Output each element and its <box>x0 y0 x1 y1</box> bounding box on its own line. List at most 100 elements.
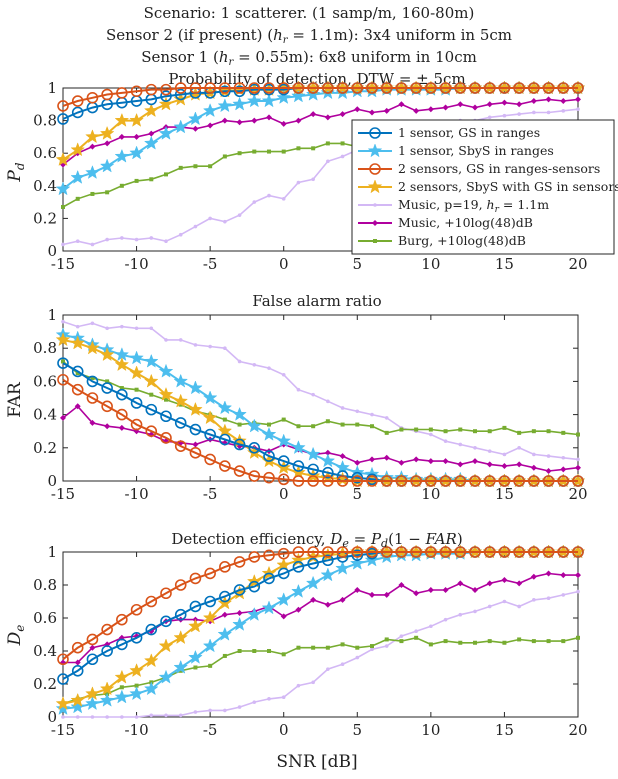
series-line <box>62 378 578 482</box>
data-point <box>458 442 463 447</box>
data-point <box>71 95 84 107</box>
data-point <box>322 475 334 487</box>
data-point <box>204 595 216 608</box>
data-point <box>158 638 174 653</box>
data-point <box>307 546 319 558</box>
series-line <box>62 108 579 246</box>
x-tick-label: -5 <box>203 721 218 739</box>
data-point <box>311 680 315 685</box>
data-point <box>55 181 71 196</box>
data-point <box>395 475 408 487</box>
plot-2-title: False alarm ratio <box>252 292 381 310</box>
data-point <box>263 549 275 562</box>
data-point <box>546 596 551 600</box>
data-point <box>164 713 168 718</box>
data-point <box>427 106 434 113</box>
x-tick-label: -15 <box>51 485 75 503</box>
data-point <box>149 177 154 182</box>
data-point <box>442 586 449 593</box>
data-point <box>248 82 261 94</box>
data-point <box>86 91 99 104</box>
data-point <box>85 686 100 701</box>
data-point <box>267 149 271 154</box>
data-point <box>383 591 390 598</box>
data-point <box>561 455 566 460</box>
data-point <box>322 554 334 567</box>
data-point <box>513 82 525 94</box>
data-point <box>90 191 95 196</box>
series-orange <box>57 373 584 487</box>
data-point <box>398 459 405 466</box>
data-point <box>370 412 374 417</box>
data-point <box>384 644 389 648</box>
data-point <box>384 430 389 435</box>
data-point <box>104 423 111 430</box>
data-point <box>516 101 523 108</box>
data-point <box>380 475 393 487</box>
ylabel-far: FAR <box>5 381 25 418</box>
data-point <box>85 165 100 179</box>
data-point <box>70 699 86 714</box>
data-point <box>99 125 115 140</box>
data-point <box>130 397 143 409</box>
data-point <box>472 104 478 111</box>
data-point <box>251 117 258 124</box>
data-point <box>469 546 481 558</box>
data-point <box>305 86 321 101</box>
y-tick-label: 0.2 <box>33 209 57 227</box>
data-point <box>266 114 272 121</box>
data-point <box>472 586 478 593</box>
data-point <box>149 236 154 240</box>
data-point <box>99 681 115 696</box>
data-point <box>339 596 346 603</box>
data-point <box>149 392 154 397</box>
data-point <box>291 88 306 103</box>
data-point <box>114 689 130 704</box>
data-point <box>145 595 158 608</box>
data-point <box>252 200 257 204</box>
data-point <box>164 397 168 402</box>
data-point <box>307 557 319 570</box>
x-tick-label: 0 <box>279 255 289 273</box>
data-point <box>232 616 247 631</box>
legend-entry: 1 sensor, GS in ranges <box>358 125 540 140</box>
data-point <box>576 635 580 640</box>
data-point <box>105 190 110 195</box>
data-point <box>322 466 334 479</box>
data-point <box>292 460 305 472</box>
data-point <box>174 440 187 452</box>
data-point <box>469 82 481 94</box>
data-point <box>281 652 286 657</box>
data-point <box>561 109 566 113</box>
data-point <box>130 85 143 98</box>
data-point <box>542 82 555 94</box>
legend-label: Burg, +10log(48)dB <box>398 233 526 248</box>
data-point <box>280 120 287 127</box>
data-point <box>322 546 334 558</box>
data-point <box>267 422 271 427</box>
data-point <box>202 103 218 118</box>
data-point <box>380 82 393 94</box>
data-point <box>369 456 375 463</box>
data-point <box>469 475 481 487</box>
data-point <box>336 475 349 487</box>
data-point <box>105 379 110 384</box>
data-point <box>311 146 316 151</box>
y-tick-label: 0 <box>47 708 57 726</box>
data-point <box>114 148 130 163</box>
ylabel-de: De <box>5 625 27 647</box>
data-point <box>513 546 525 558</box>
data-point <box>457 461 464 468</box>
x-tick-label: -15 <box>51 721 75 739</box>
data-point <box>174 82 187 94</box>
data-point <box>354 586 361 593</box>
data-point <box>354 459 361 466</box>
data-point <box>57 357 69 369</box>
legend-entry: 2 sensors, GS in ranges-sensors <box>358 161 600 176</box>
data-point <box>311 424 316 429</box>
y-tick-label: 1 <box>47 543 57 561</box>
data-point <box>130 418 143 431</box>
plot-3-title: Detection efficiency, De = Pd(1 − FAR) <box>171 530 462 550</box>
data-point <box>145 425 158 438</box>
